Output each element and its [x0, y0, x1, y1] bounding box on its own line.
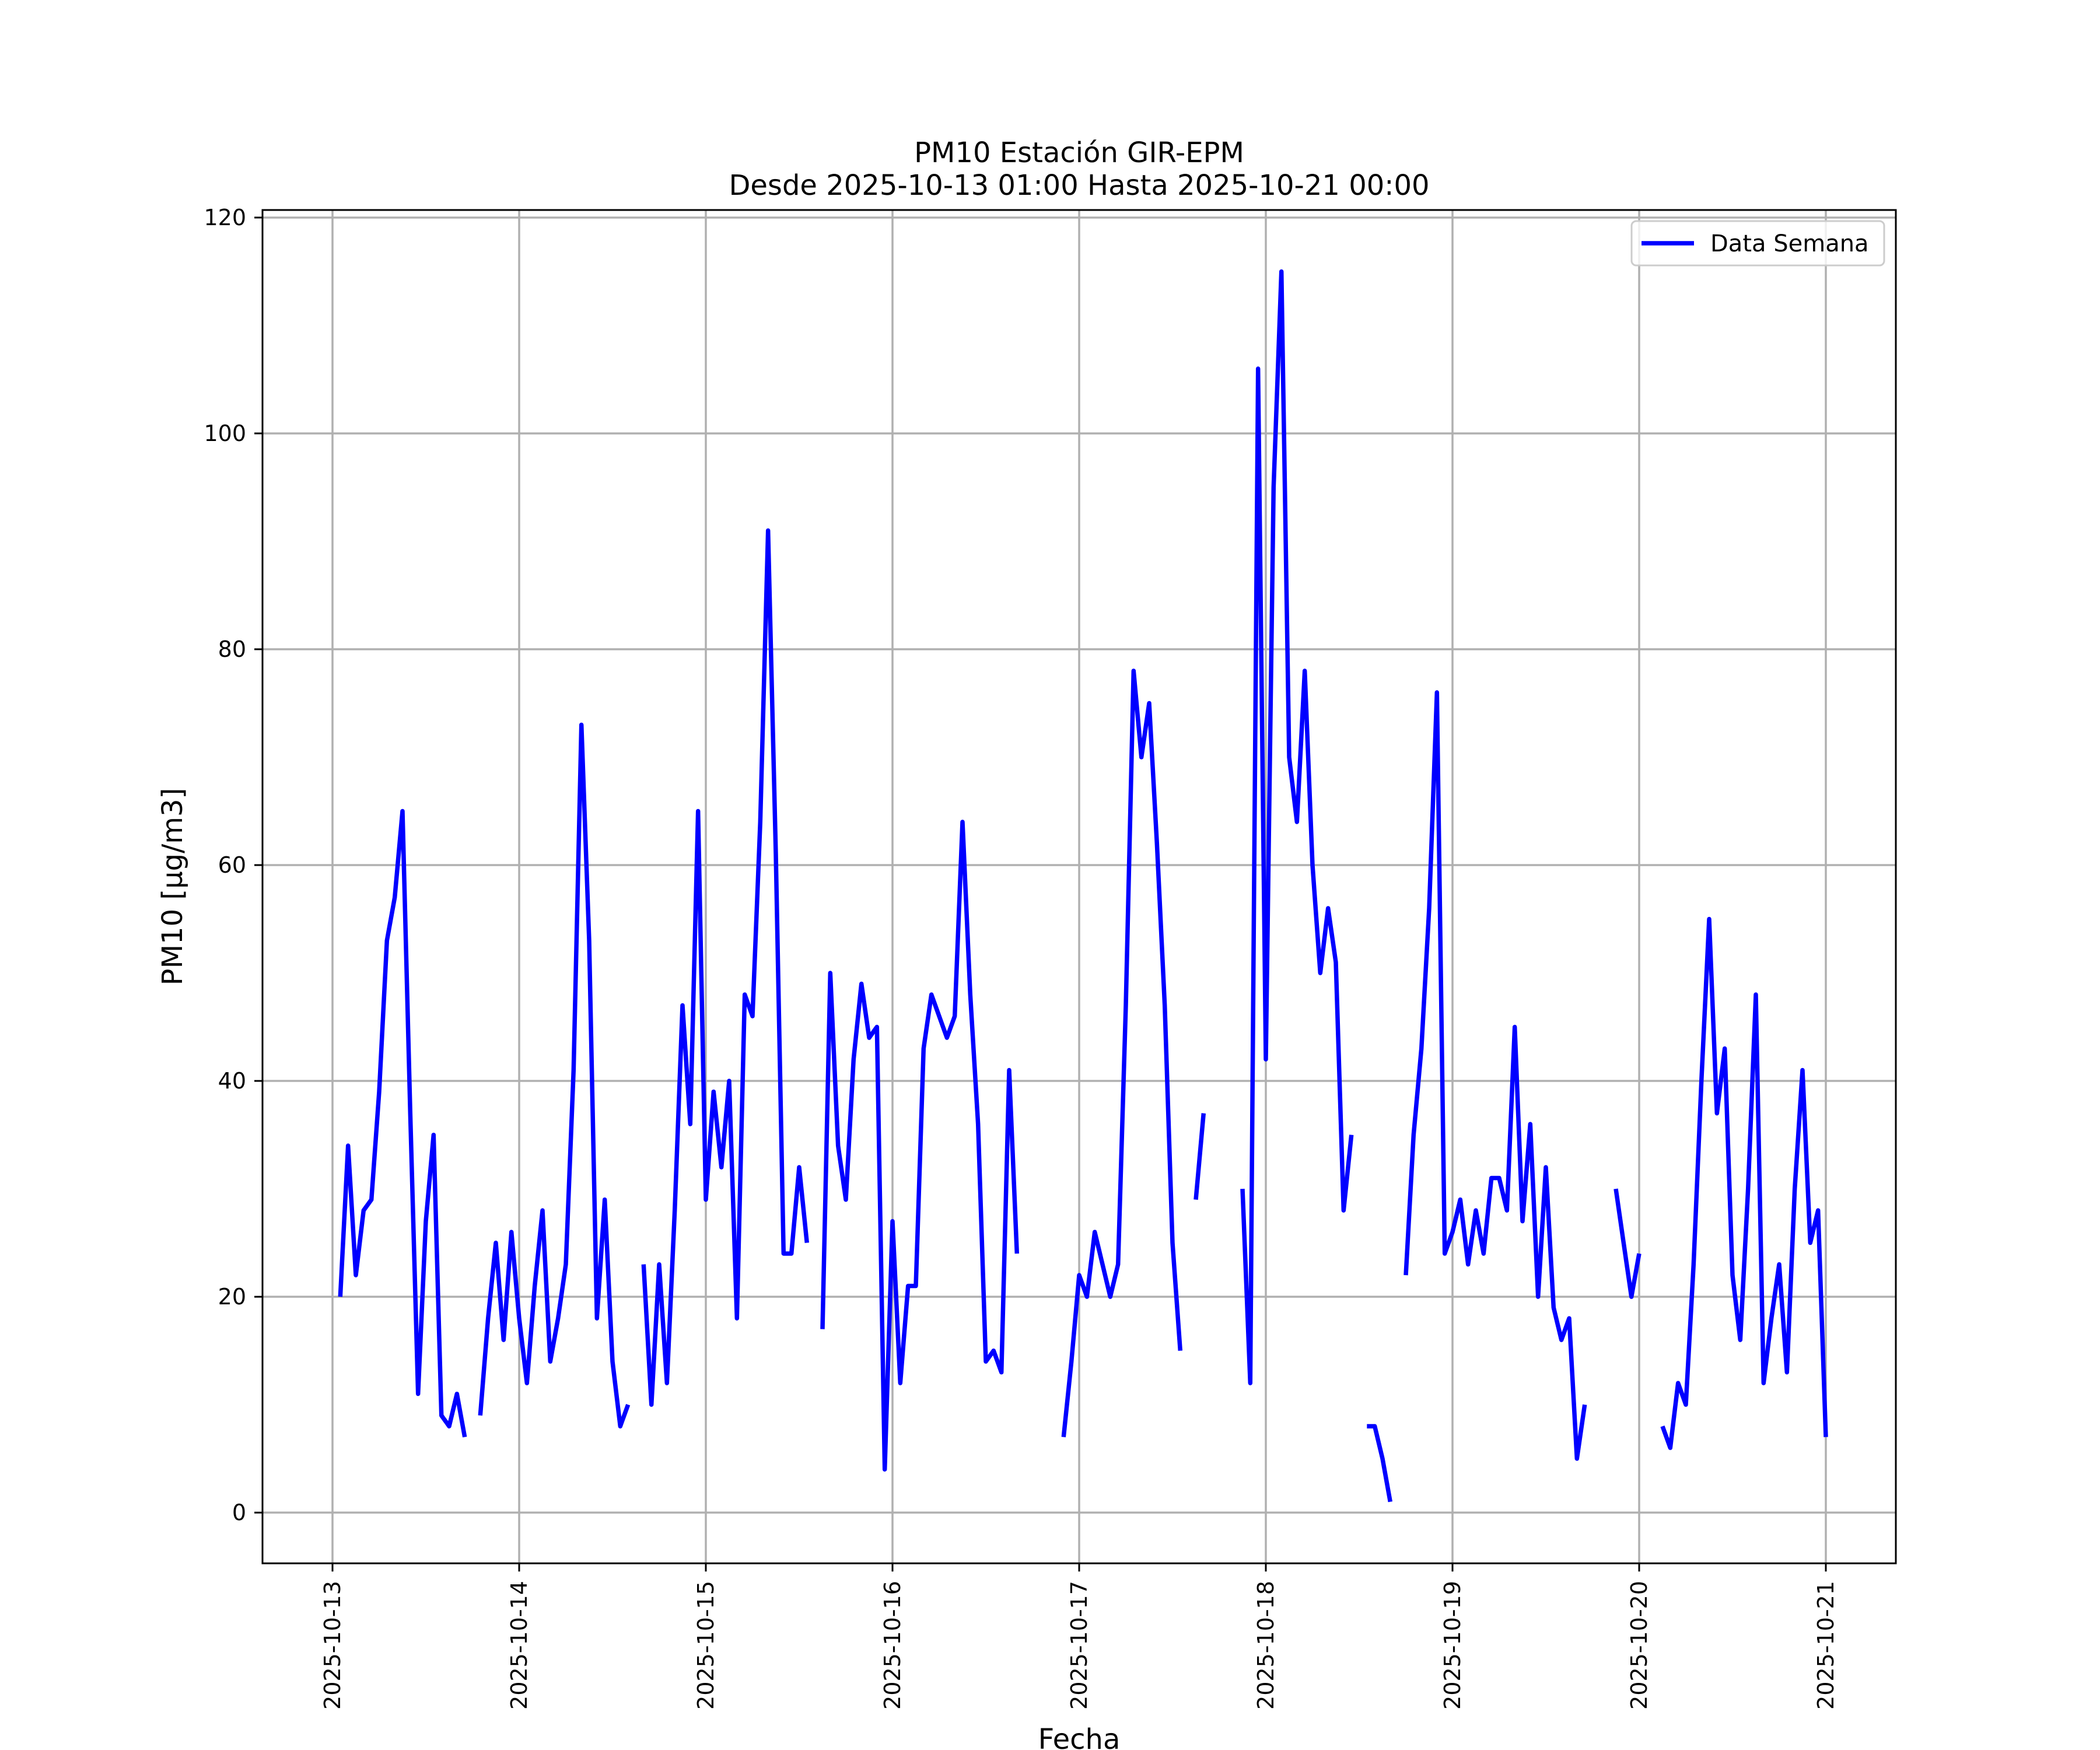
legend-frame	[1630, 220, 1885, 267]
chart-subtitle: Desde 2025-10-13 01:00 Hasta 2025-10-21 …	[729, 169, 1429, 202]
legend: Data Semana	[1630, 220, 1885, 267]
series-line-segment	[1240, 269, 1354, 1385]
series-line-segment	[641, 528, 810, 1407]
y-tick-label: 100	[204, 421, 246, 446]
series-line-segment	[1194, 1113, 1206, 1200]
x-axis-label: Fecha	[1038, 1723, 1121, 1750]
series-line-segment	[820, 820, 1020, 1472]
x-axis: 2025-10-13 2025-10-14 2025-10-15 2025-10-16…	[320, 1563, 1839, 1710]
x-tick-label: 2025-10-16	[880, 1581, 905, 1710]
chart-title: PM10 Estación GIR-EPM	[914, 136, 1244, 169]
y-tick-label: 0	[232, 1500, 246, 1525]
series-line-segment	[1404, 690, 1587, 1461]
x-tick-label: 2025-10-20	[1626, 1581, 1652, 1710]
x-tick-label: 2025-10-14	[506, 1581, 532, 1710]
series-line-segment	[338, 808, 467, 1438]
x-tick-label: 2025-10-19	[1440, 1581, 1465, 1710]
legend-label-data-semana: Data Semana	[1710, 230, 1869, 257]
y-tick-label: 60	[218, 852, 246, 878]
y-tick-label: 80	[218, 636, 246, 662]
x-tick-label: 2025-10-18	[1253, 1581, 1279, 1710]
series-line-segment	[1660, 916, 1828, 1450]
y-axis-label: PM10 [μg/m3]	[156, 788, 189, 986]
series-line-segment	[478, 722, 631, 1429]
y-tick-label: 20	[218, 1284, 246, 1310]
x-tick-label: 2025-10-17	[1066, 1581, 1092, 1710]
series-line-segment	[1614, 1188, 1642, 1299]
series-layer	[338, 269, 1828, 1503]
x-tick-label: 2025-10-13	[320, 1581, 345, 1710]
y-tick-label: 120	[204, 205, 246, 230]
y-tick-label: 40	[218, 1068, 246, 1094]
x-tick-label: 2025-10-21	[1813, 1581, 1839, 1710]
series-line-segment	[1367, 1424, 1392, 1503]
series-line-segment	[1061, 668, 1183, 1437]
x-tick-label: 2025-10-15	[693, 1581, 719, 1710]
y-axis: 0 20 40 60 80 100 120	[204, 205, 262, 1525]
